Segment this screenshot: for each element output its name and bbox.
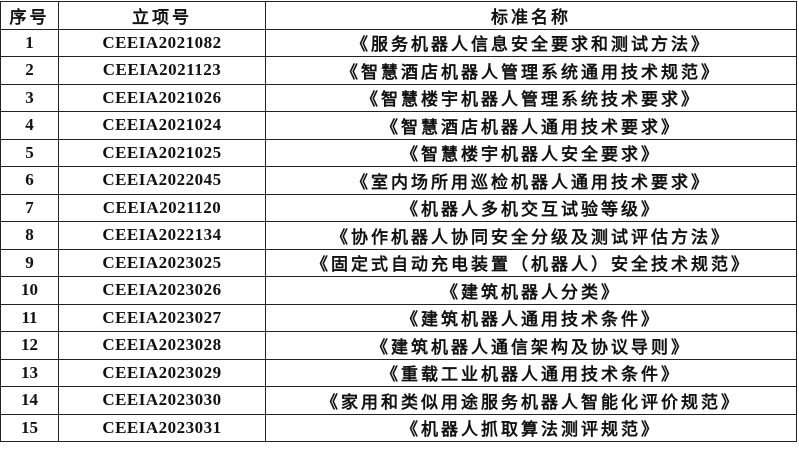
row-standard-name: 《家用和类似用途服务机器人智能化评价规范》 [265, 386, 797, 415]
table-row: 3 CEEIA2021026 《智慧楼宇机器人管理系统技术要求》 [0, 83, 797, 112]
table-row: 13 CEEIA2023029 《重载工业机器人通用技术条件》 [0, 358, 797, 387]
row-standard-name: 《协作机器人协同安全分级及测试评估方法》 [265, 221, 797, 250]
row-project-number: CEEIA2022134 [58, 221, 266, 250]
table-row: 2 CEEIA2021123 《智慧酒店机器人管理系统通用技术规范》 [0, 56, 797, 85]
header-standard-name: 标准名称 [265, 1, 797, 30]
row-standard-name: 《服务机器人信息安全要求和测试方法》 [265, 28, 797, 57]
table-row: 12 CEEIA2023028 《建筑机器人通信架构及协议导则》 [0, 331, 797, 360]
row-index: 11 [0, 303, 59, 332]
table-row: 9 CEEIA2023025 《固定式自动充电装置（机器人）安全技术规范》 [0, 248, 797, 277]
table-row: 8 CEEIA2022134 《协作机器人协同安全分级及测试评估方法》 [0, 221, 797, 250]
row-project-number: CEEIA2023029 [58, 358, 266, 387]
row-index: 8 [0, 221, 59, 250]
header-row: 序号 立项号 标准名称 [0, 1, 797, 30]
row-standard-name: 《智慧酒店机器人管理系统通用技术规范》 [265, 56, 797, 85]
row-standard-name: 《室内场所用巡检机器人通用技术要求》 [265, 166, 797, 195]
row-standard-name: 《智慧楼宇机器人管理系统技术要求》 [265, 83, 797, 112]
row-project-number: CEEIA2023030 [58, 386, 266, 415]
row-standard-name: 《建筑机器人通用技术条件》 [265, 303, 797, 332]
row-project-number: CEEIA2023026 [58, 276, 266, 305]
table-row: 11 CEEIA2023027 《建筑机器人通用技术条件》 [0, 303, 797, 332]
table-row: 7 CEEIA2021120 《机器人多机交互试验等级》 [0, 193, 797, 222]
table-row: 6 CEEIA2022045 《室内场所用巡检机器人通用技术要求》 [0, 166, 797, 195]
row-project-number: CEEIA2021082 [58, 28, 266, 57]
row-project-number: CEEIA2023025 [58, 248, 266, 277]
row-index: 15 [0, 413, 59, 442]
row-index: 5 [0, 138, 59, 167]
row-standard-name: 《重载工业机器人通用技术条件》 [265, 358, 797, 387]
row-index: 10 [0, 276, 59, 305]
row-standard-name: 《机器人抓取算法测评规范》 [265, 413, 797, 442]
row-standard-name: 《智慧楼宇机器人安全要求》 [265, 138, 797, 167]
table-row: 14 CEEIA2023030 《家用和类似用途服务机器人智能化评价规范》 [0, 386, 797, 415]
row-index: 14 [0, 386, 59, 415]
row-index: 2 [0, 56, 59, 85]
header-index: 序号 [0, 1, 59, 30]
row-project-number: CEEIA2021123 [58, 56, 266, 85]
table-row: 10 CEEIA2023026 《建筑机器人分类》 [0, 276, 797, 305]
row-index: 13 [0, 358, 59, 387]
row-project-number: CEEIA2021026 [58, 83, 266, 112]
row-index: 4 [0, 111, 59, 140]
row-index: 7 [0, 193, 59, 222]
row-project-number: CEEIA2021025 [58, 138, 266, 167]
row-index: 12 [0, 331, 59, 360]
row-standard-name: 《智慧酒店机器人通用技术要求》 [265, 111, 797, 140]
row-project-number: CEEIA2021120 [58, 193, 266, 222]
row-project-number: CEEIA2022045 [58, 166, 266, 195]
standards-table: 序号 立项号 标准名称 1 CEEIA2021082 《服务机器人信息安全要求和测试… [0, 1, 797, 442]
row-project-number: CEEIA2021024 [58, 111, 266, 140]
row-project-number: CEEIA2023031 [58, 413, 266, 442]
table-row: 4 CEEIA2021024 《智慧酒店机器人通用技术要求》 [0, 111, 797, 140]
table-row: 15 CEEIA2023031 《机器人抓取算法测评规范》 [0, 413, 797, 442]
row-project-number: CEEIA2023027 [58, 303, 266, 332]
row-index: 1 [0, 28, 59, 57]
row-index: 3 [0, 83, 59, 112]
row-index: 9 [0, 248, 59, 277]
row-standard-name: 《建筑机器人分类》 [265, 276, 797, 305]
row-standard-name: 《建筑机器人通信架构及协议导则》 [265, 331, 797, 360]
table-row: 5 CEEIA2021025 《智慧楼宇机器人安全要求》 [0, 138, 797, 167]
row-standard-name: 《固定式自动充电装置（机器人）安全技术规范》 [265, 248, 797, 277]
row-project-number: CEEIA2023028 [58, 331, 266, 360]
header-project-number: 立项号 [58, 1, 266, 30]
table-row: 1 CEEIA2021082 《服务机器人信息安全要求和测试方法》 [0, 28, 797, 57]
row-index: 6 [0, 166, 59, 195]
row-standard-name: 《机器人多机交互试验等级》 [265, 193, 797, 222]
